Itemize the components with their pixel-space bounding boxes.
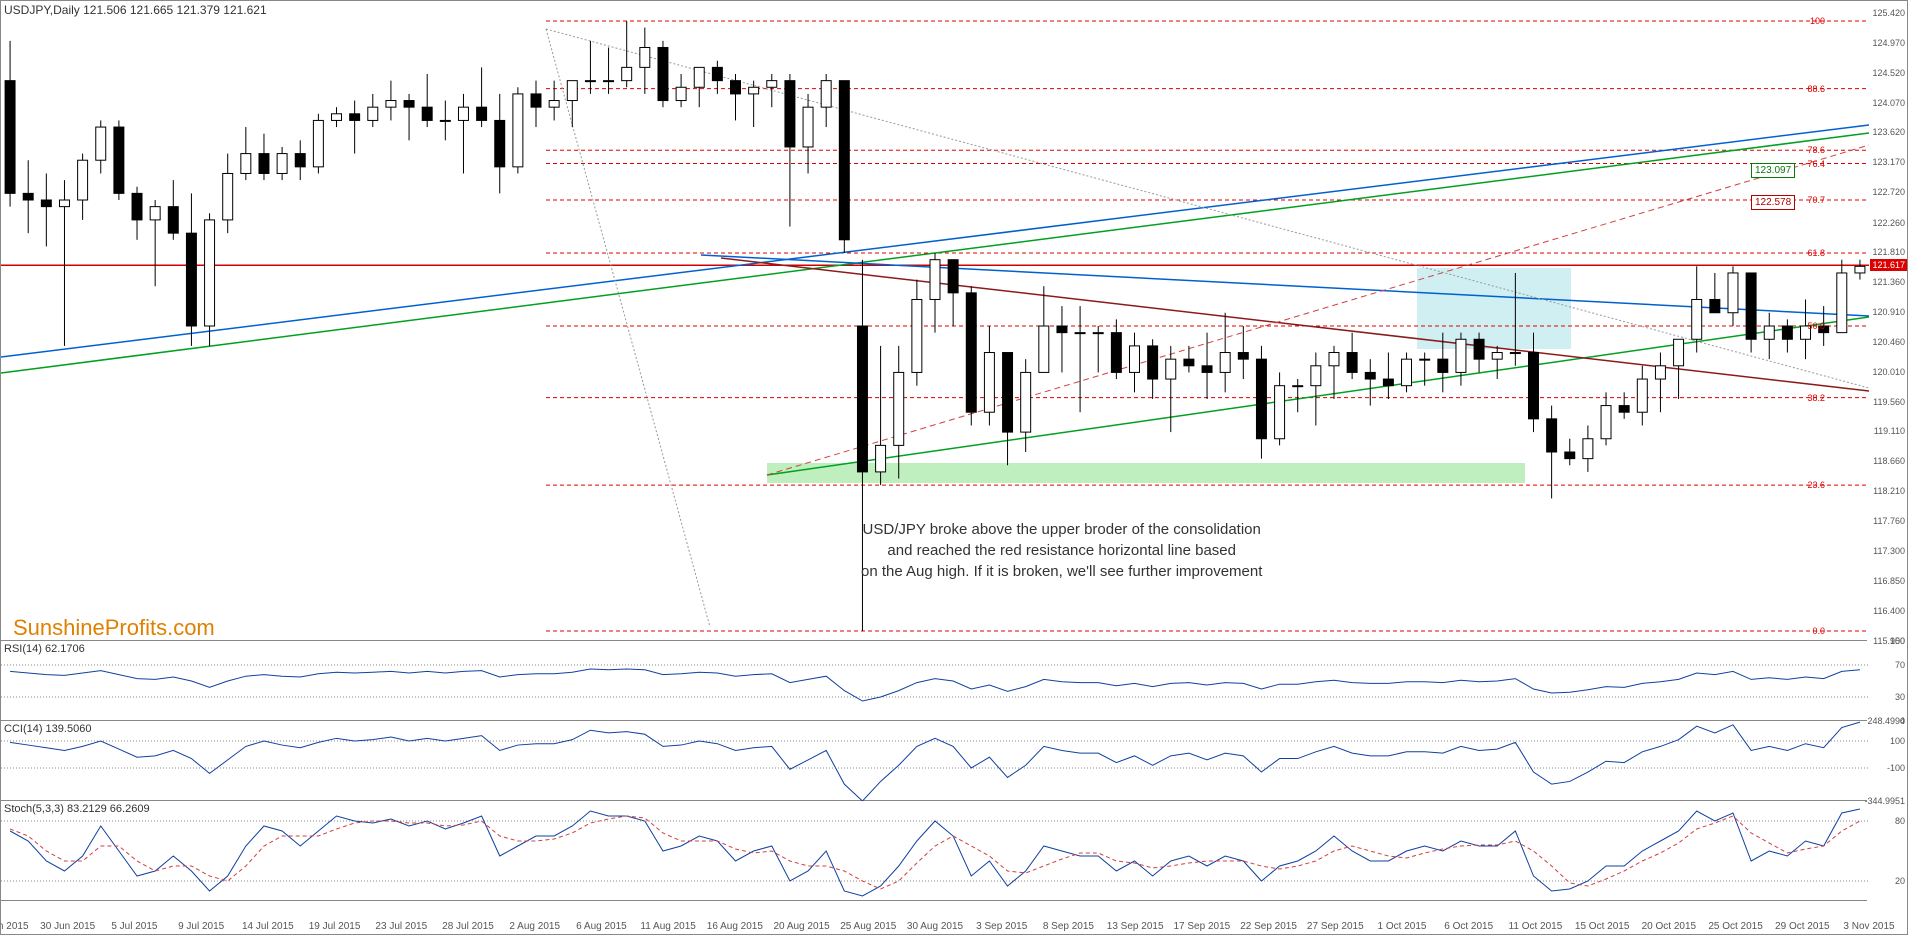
x-tick: 25 Oct 2015 (1708, 921, 1762, 932)
main-price-chart[interactable]: SunshineProfits.com USD/JPY broke above … (1, 13, 1867, 641)
fib-label: 38.2 (1807, 393, 1825, 403)
cci-label: CCI(14) 139.5060 (4, 723, 91, 735)
x-tick: 23 Jul 2015 (375, 921, 427, 932)
ind-tick: 100 (1890, 736, 1905, 746)
rsi-panel[interactable]: RSI(14) 62.1706 (1, 641, 1867, 721)
ind-tick: 20 (1895, 876, 1905, 886)
x-tick: 30 Aug 2015 (907, 921, 963, 932)
fib-label: 76.4 (1807, 159, 1825, 169)
x-tick: 3 Sep 2015 (976, 921, 1027, 932)
fib-label: 23.6 (1807, 480, 1825, 490)
y-tick: 119.560 (1873, 397, 1905, 407)
y-tick: 120.910 (1872, 307, 1905, 317)
x-tick: 1 Oct 2015 (1378, 921, 1427, 932)
rsi-label: RSI(14) 62.1706 (4, 643, 85, 655)
y-tick: 120.010 (1872, 367, 1905, 377)
y-tick: 118.660 (1873, 456, 1905, 466)
y-tick: 124.070 (1872, 98, 1905, 108)
x-tick: 29 Oct 2015 (1775, 921, 1829, 932)
ind-tick: 70 (1895, 660, 1905, 670)
ind-tick: -344.9951 (1864, 796, 1905, 806)
ind-tick: 80 (1895, 816, 1905, 826)
x-tick: 19 Jul 2015 (309, 921, 361, 932)
fib-label: 70.7 (1807, 195, 1825, 205)
x-tick: 27 Sep 2015 (1307, 921, 1364, 932)
fib-label: 100 (1810, 16, 1825, 26)
price-tag: 122.578 (1751, 195, 1795, 210)
x-tick: 11 Aug 2015 (640, 921, 695, 932)
y-tick: 125.420 (1872, 8, 1905, 18)
x-tick: 2 Aug 2015 (509, 921, 560, 932)
fib-label: 78.6 (1807, 145, 1825, 155)
y-tick: 121.360 (1872, 277, 1905, 287)
y-tick: 116.850 (1873, 576, 1905, 586)
x-tick: 5 Jul 2015 (111, 921, 157, 932)
x-tick: 20 Oct 2015 (1642, 921, 1696, 932)
ind-tick: 100 (1890, 636, 1905, 646)
x-tick: 8 Sep 2015 (1043, 921, 1094, 932)
x-tick: 3 Nov 2015 (1843, 921, 1894, 932)
x-axis: 25 Jun 2015 30 Jun 2015 5 Jul 2015 9 Jul 20… (1, 919, 1867, 934)
x-tick: 22 Sep 2015 (1240, 921, 1297, 932)
ind-tick: 248.4994 (1867, 716, 1905, 726)
y-tick: 122.260 (1872, 218, 1905, 228)
x-tick: 28 Jul 2015 (442, 921, 494, 932)
current-price-marker: 121.617 (1870, 259, 1907, 271)
y-tick: 120.460 (1872, 337, 1905, 347)
x-tick: 11 Oct 2015 (1509, 921, 1563, 932)
y-tick: 117.300 (1873, 546, 1905, 556)
x-tick: 16 Aug 2015 (707, 921, 763, 932)
x-tick: 9 Jul 2015 (178, 921, 224, 932)
y-axis: 125.420124.970124.520124.070123.620123.1… (1867, 13, 1907, 921)
x-tick: 6 Aug 2015 (576, 921, 627, 932)
price-tag: 123.097 (1751, 163, 1795, 178)
x-tick: 15 Oct 2015 (1575, 921, 1629, 932)
chart-container: USDJPY,Daily 121.506 121.665 121.379 121… (0, 0, 1908, 935)
fib-label: 61.8 (1807, 248, 1825, 258)
ind-tick: -100 (1887, 763, 1905, 773)
x-tick: 30 Jun 2015 (40, 921, 95, 932)
x-tick: 25 Jun 2015 (0, 921, 29, 932)
y-tick: 122.720 (1872, 187, 1905, 197)
x-tick: 14 Jul 2015 (242, 921, 294, 932)
x-tick: 20 Aug 2015 (773, 921, 829, 932)
x-tick: 17 Sep 2015 (1173, 921, 1230, 932)
y-tick: 123.170 (1872, 157, 1905, 167)
stoch-panel[interactable]: Stoch(5,3,3) 83.2129 66.2609 (1, 801, 1867, 901)
y-tick: 121.810 (1872, 247, 1905, 257)
y-tick: 124.520 (1872, 68, 1905, 78)
fib-label: 0.0 (1812, 626, 1825, 636)
watermark: SunshineProfits.com (13, 615, 215, 641)
chart-annotation: USD/JPY broke above the upper broder of … (861, 519, 1262, 582)
cci-panel[interactable]: CCI(14) 139.5060 (1, 721, 1867, 801)
y-tick: 117.760 (1873, 516, 1905, 526)
y-tick: 119.110 (1874, 426, 1905, 436)
x-tick: 13 Sep 2015 (1107, 921, 1164, 932)
y-tick: 123.620 (1872, 127, 1905, 137)
x-tick: 25 Aug 2015 (840, 921, 896, 932)
fib-label: 50.0 (1807, 321, 1825, 331)
ind-tick: 30 (1895, 692, 1905, 702)
y-tick: 124.970 (1872, 38, 1905, 48)
y-tick: 116.400 (1873, 606, 1905, 616)
fib-label: 88.6 (1807, 84, 1825, 94)
x-tick: 6 Oct 2015 (1444, 921, 1493, 932)
y-tick: 118.210 (1873, 486, 1905, 496)
stoch-label: Stoch(5,3,3) 83.2129 66.2609 (4, 803, 150, 815)
